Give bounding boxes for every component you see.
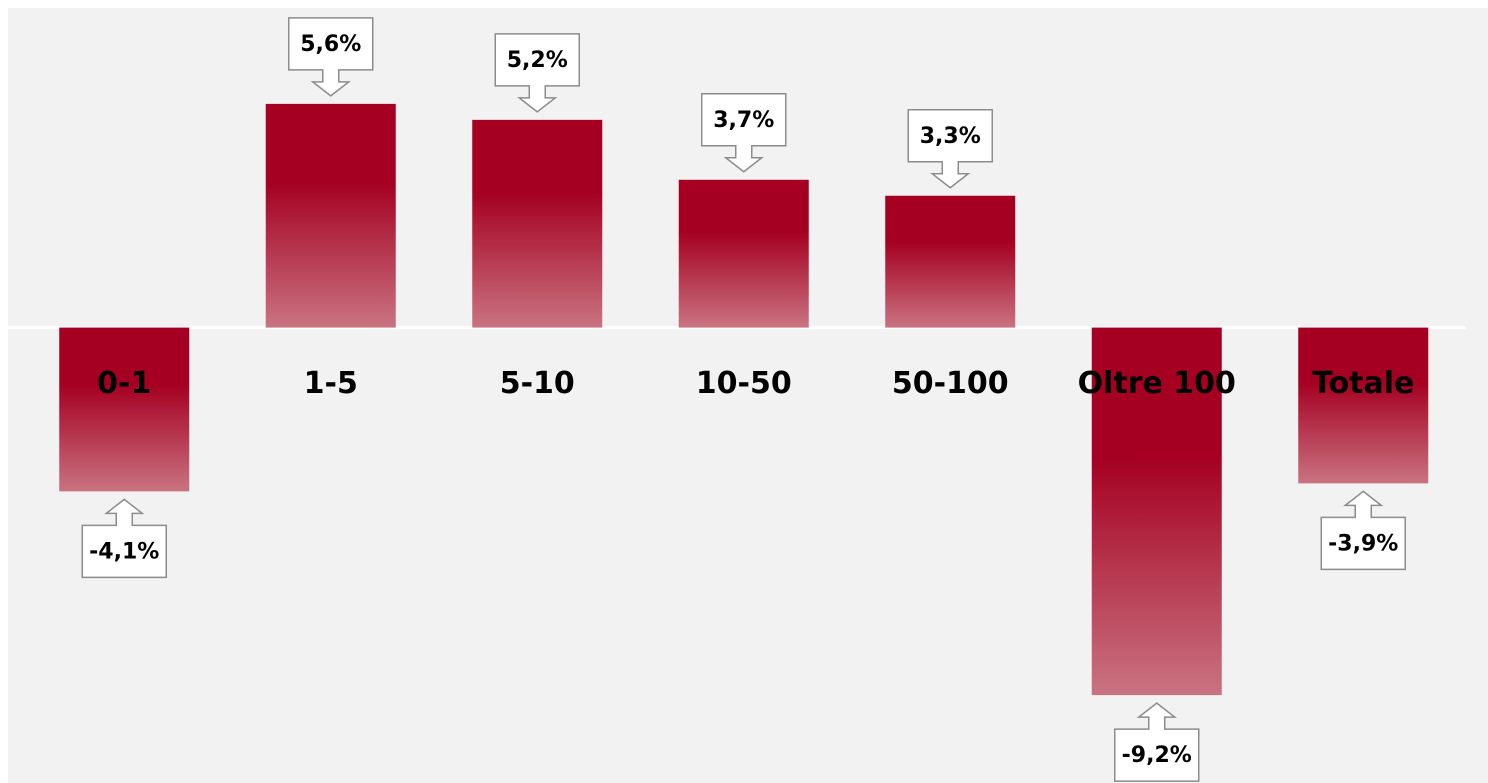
bar: [265, 103, 396, 328]
data-label: -4,1%: [89, 539, 159, 564]
callout: [907, 109, 993, 189]
callout: [494, 33, 580, 113]
callout: [288, 17, 374, 97]
x-tick-label: 1-5: [304, 366, 358, 401]
x-tick-label: 5-10: [500, 366, 575, 401]
callout: [701, 93, 787, 173]
bar: [59, 327, 190, 492]
callout: [1320, 490, 1406, 571]
bar: [1091, 327, 1222, 696]
x-tick-label: 0-1: [97, 366, 151, 401]
x-tick-label: Totale: [1312, 366, 1414, 401]
data-label: -9,2%: [1122, 743, 1192, 768]
x-tick-label: 50-100: [892, 366, 1009, 401]
data-label: -3,9%: [1328, 531, 1398, 556]
bar: [472, 119, 603, 328]
bar: [885, 195, 1016, 328]
bar: [1298, 327, 1429, 484]
data-label: 3,3%: [920, 124, 981, 149]
callout: [1114, 702, 1200, 782]
x-tick-label: 10-50: [696, 366, 792, 401]
data-label: 5,6%: [300, 32, 361, 57]
data-label: 3,7%: [713, 108, 774, 133]
bar: [678, 179, 809, 328]
callout: [81, 498, 167, 579]
x-tick-label: Oltre 100: [1078, 366, 1236, 401]
data-label: 5,2%: [507, 48, 568, 73]
